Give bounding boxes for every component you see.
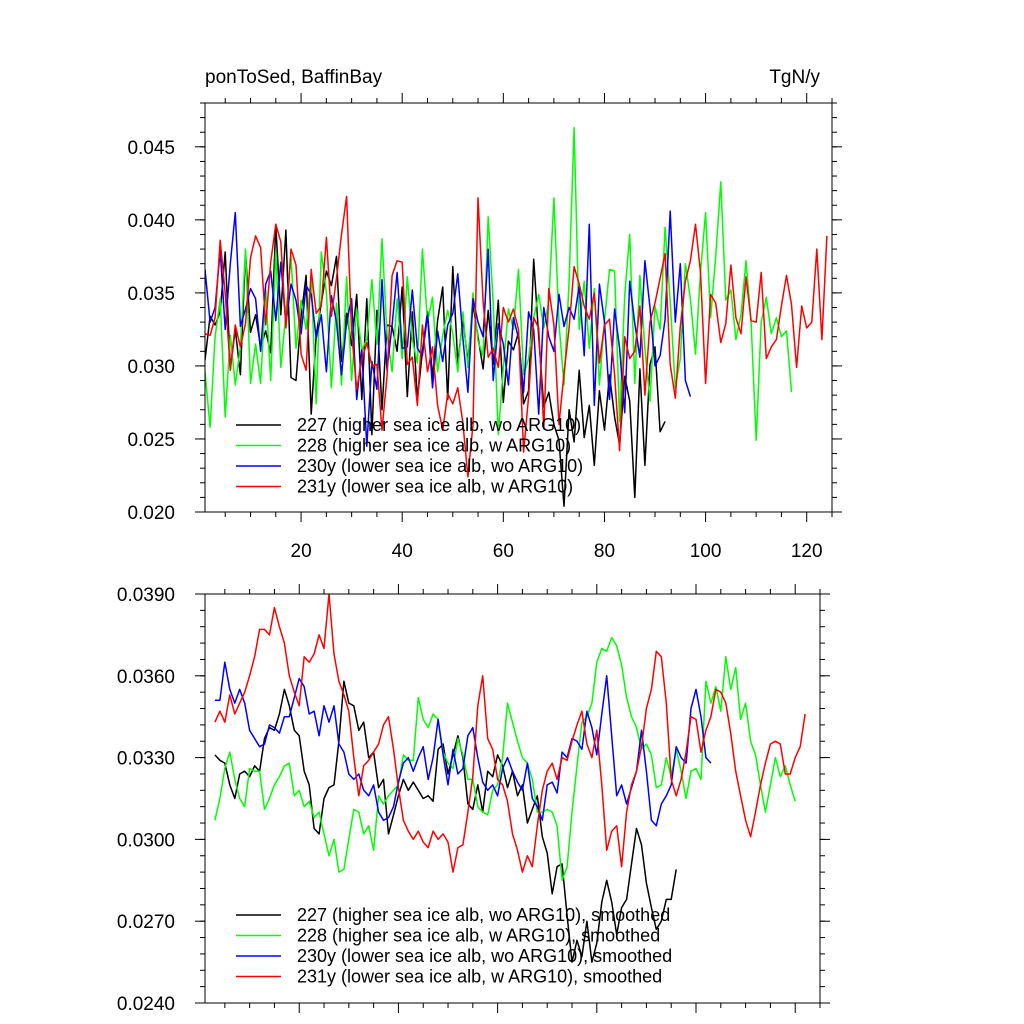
x-tick-label: 20	[291, 541, 312, 562]
x-tick-label: 80	[594, 541, 615, 562]
legend-label-2: 230y (lower sea ice alb, wo ARG10)	[297, 456, 583, 476]
legend-label-1: 228 (higher sea ice alb, w ARG10)	[297, 436, 571, 456]
series-line-3	[214, 594, 806, 873]
plot-frame	[204, 593, 821, 1004]
bottom-chart-panel: 0.0240 0.0270 0.0300 0.0330 0.0360 0.0390 227 …	[117, 584, 830, 1015]
series-line-1	[214, 636, 796, 882]
y-tick-label: 0.030	[127, 357, 175, 378]
x-tick-label: 120	[791, 541, 823, 562]
chart-title: ponToSed, BaffinBay	[205, 67, 383, 88]
y-tick-label: 0.0300	[117, 830, 175, 851]
series-line-1	[205, 127, 793, 442]
series-line-0	[205, 224, 666, 507]
series-lines	[214, 594, 806, 963]
legend-label-3: 231y (lower sea ice alb, w ARG10), smoot…	[297, 967, 662, 987]
legend: 227 (higher sea ice alb, wo ARG10), smoo…	[236, 905, 672, 987]
x-tick-label: 60	[493, 541, 514, 562]
y-tick-label: 0.025	[127, 430, 175, 451]
y-tick-label: 0.020	[127, 503, 175, 524]
legend-label-1: 228 (higher sea ice alb, w ARG10), smoot…	[297, 926, 660, 946]
chart-units: TgN/y	[769, 67, 820, 88]
x-tick-label: 40	[392, 541, 413, 562]
y-tick-label: 0.0330	[117, 749, 175, 770]
series-line-3	[205, 195, 828, 478]
y-tick-label: 0.0270	[117, 912, 175, 933]
y-tick-label: 0.0390	[117, 585, 175, 606]
y-tick-label: 0.045	[127, 138, 175, 159]
y-tick-label: 0.040	[127, 211, 175, 232]
series-lines	[205, 127, 828, 507]
x-tick-label: 100	[690, 541, 722, 562]
legend: 227 (higher sea ice alb, wo ARG10)228 (h…	[236, 415, 583, 497]
top-chart-panel: ponToSed, BaffinBay TgN/y 20 40 60 80 100 120 0.…	[127, 67, 842, 562]
series-line-2	[214, 661, 712, 827]
legend-label-0: 227 (higher sea ice alb, wo ARG10)	[297, 415, 581, 435]
y-tick-label: 0.035	[127, 284, 175, 305]
y-tick-label: 0.0240	[117, 994, 175, 1015]
legend-label-0: 227 (higher sea ice alb, wo ARG10), smoo…	[297, 905, 670, 925]
y-tick-label: 0.0360	[117, 667, 175, 688]
legend-label-2: 230y (lower sea ice alb, wo ARG10), smoo…	[297, 946, 672, 966]
legend-label-3: 231y (lower sea ice alb, w ARG10)	[297, 477, 573, 497]
